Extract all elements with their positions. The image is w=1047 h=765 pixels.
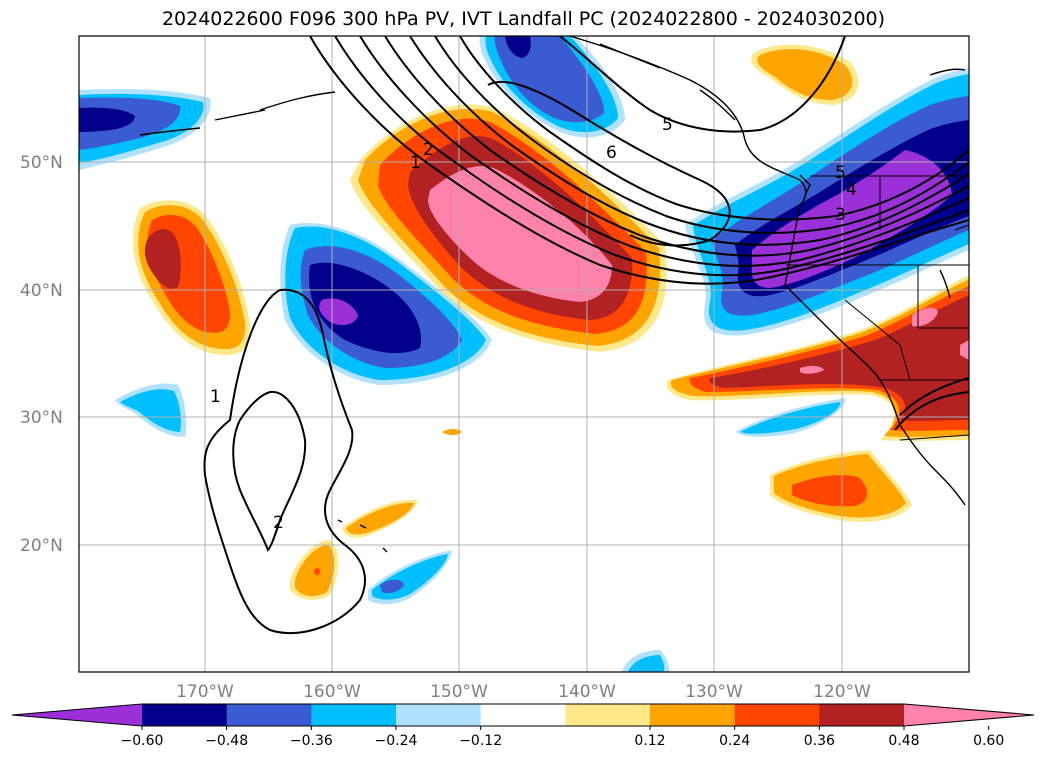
positive-anomaly-west: [132, 200, 251, 355]
colorbar-tick-label: 0.60: [973, 733, 1004, 749]
negative-anomaly-east: [685, 68, 969, 336]
colorbar-segment: [396, 704, 482, 726]
colorbar-segment: [311, 704, 397, 726]
contour-label-1b: 1: [210, 387, 221, 407]
colorbar-extend-max: [904, 704, 1034, 726]
negative-anomaly-north: [479, 36, 625, 138]
lon-label-170w: 170°W: [176, 682, 234, 702]
lon-label-120w: 120°W: [813, 682, 871, 702]
pv-contours: [203, 36, 969, 635]
negative-anomaly-center-west: [280, 223, 492, 385]
colorbar-segment: [480, 704, 566, 726]
positive-anomaly-east: [666, 275, 969, 441]
plot-frame: [78, 35, 970, 673]
contour-label-3: 3: [835, 205, 846, 225]
lat-label-50n: 50°N: [20, 153, 63, 173]
colorbar-segment: [142, 704, 228, 726]
contour-label-5b: 5: [835, 163, 846, 183]
colorbar-tick-label: −0.36: [290, 733, 333, 749]
lon-label-140w: 140°W: [558, 682, 616, 702]
colorbar-tick-labels: −0.60 −0.48 −0.36 −0.24 −0.12 0.12 0.24 0.36 0.4…: [121, 733, 1005, 749]
contour-label-5a: 5: [662, 115, 673, 135]
contour-label-2b: 2: [273, 513, 284, 533]
colorbar-segment: [819, 704, 905, 726]
negative-anomaly-south: [368, 550, 452, 605]
negative-anomaly-small-west: [115, 383, 187, 437]
colorbar-tick-label: 0.48: [888, 733, 919, 749]
colorbar-tick-label: 0.24: [719, 733, 750, 749]
lon-label-130w: 130°W: [685, 682, 743, 702]
colorbar-segment: [226, 704, 312, 726]
negative-anomaly-northwest: [79, 88, 211, 170]
colorbar-tick-label: −0.48: [205, 733, 248, 749]
lat-label-30n: 30°N: [20, 408, 63, 428]
colorbar-extend-min: [12, 704, 142, 726]
colorbar-tick-label: −0.60: [121, 733, 164, 749]
lat-label-40n: 40°N: [20, 281, 63, 301]
lon-label-160w: 160°W: [303, 682, 361, 702]
contour-label-6: 6: [606, 143, 617, 163]
contour-labels: 1 2 1 2 6 5 5 4 3: [210, 115, 857, 533]
colorbar-tick-label: −0.12: [459, 733, 502, 749]
contour-label-1a: 1: [410, 153, 421, 173]
borders: [786, 175, 969, 441]
lon-label-150w: 150°W: [430, 682, 488, 702]
colorbar-segment: [565, 704, 651, 726]
map-title: 2024022600 F096 300 hPa PV, IVT Landfall…: [161, 8, 886, 30]
colorbar-tick-label: −0.24: [375, 733, 418, 749]
pv-field: [79, 36, 969, 672]
colorbar-tick-label: 0.36: [804, 733, 835, 749]
lon-labels: 170°W 160°W 150°W 140°W 130°W 120°W: [176, 682, 871, 702]
contour-label-4: 4: [846, 180, 857, 200]
contour-label-2a: 2: [423, 140, 434, 160]
positive-anomaly-north: [750, 44, 859, 105]
lat-label-20n: 20°N: [20, 536, 63, 556]
colorbar-segment: [734, 704, 820, 726]
positive-anomaly-southeast: [770, 450, 912, 522]
colorbar-tick-label: 0.12: [634, 733, 665, 749]
colorbar: [11, 703, 1035, 730]
colorbar-segment: [650, 704, 736, 726]
lat-labels: 50°N 40°N 30°N 20°N: [20, 153, 63, 556]
graticule: [79, 36, 969, 672]
